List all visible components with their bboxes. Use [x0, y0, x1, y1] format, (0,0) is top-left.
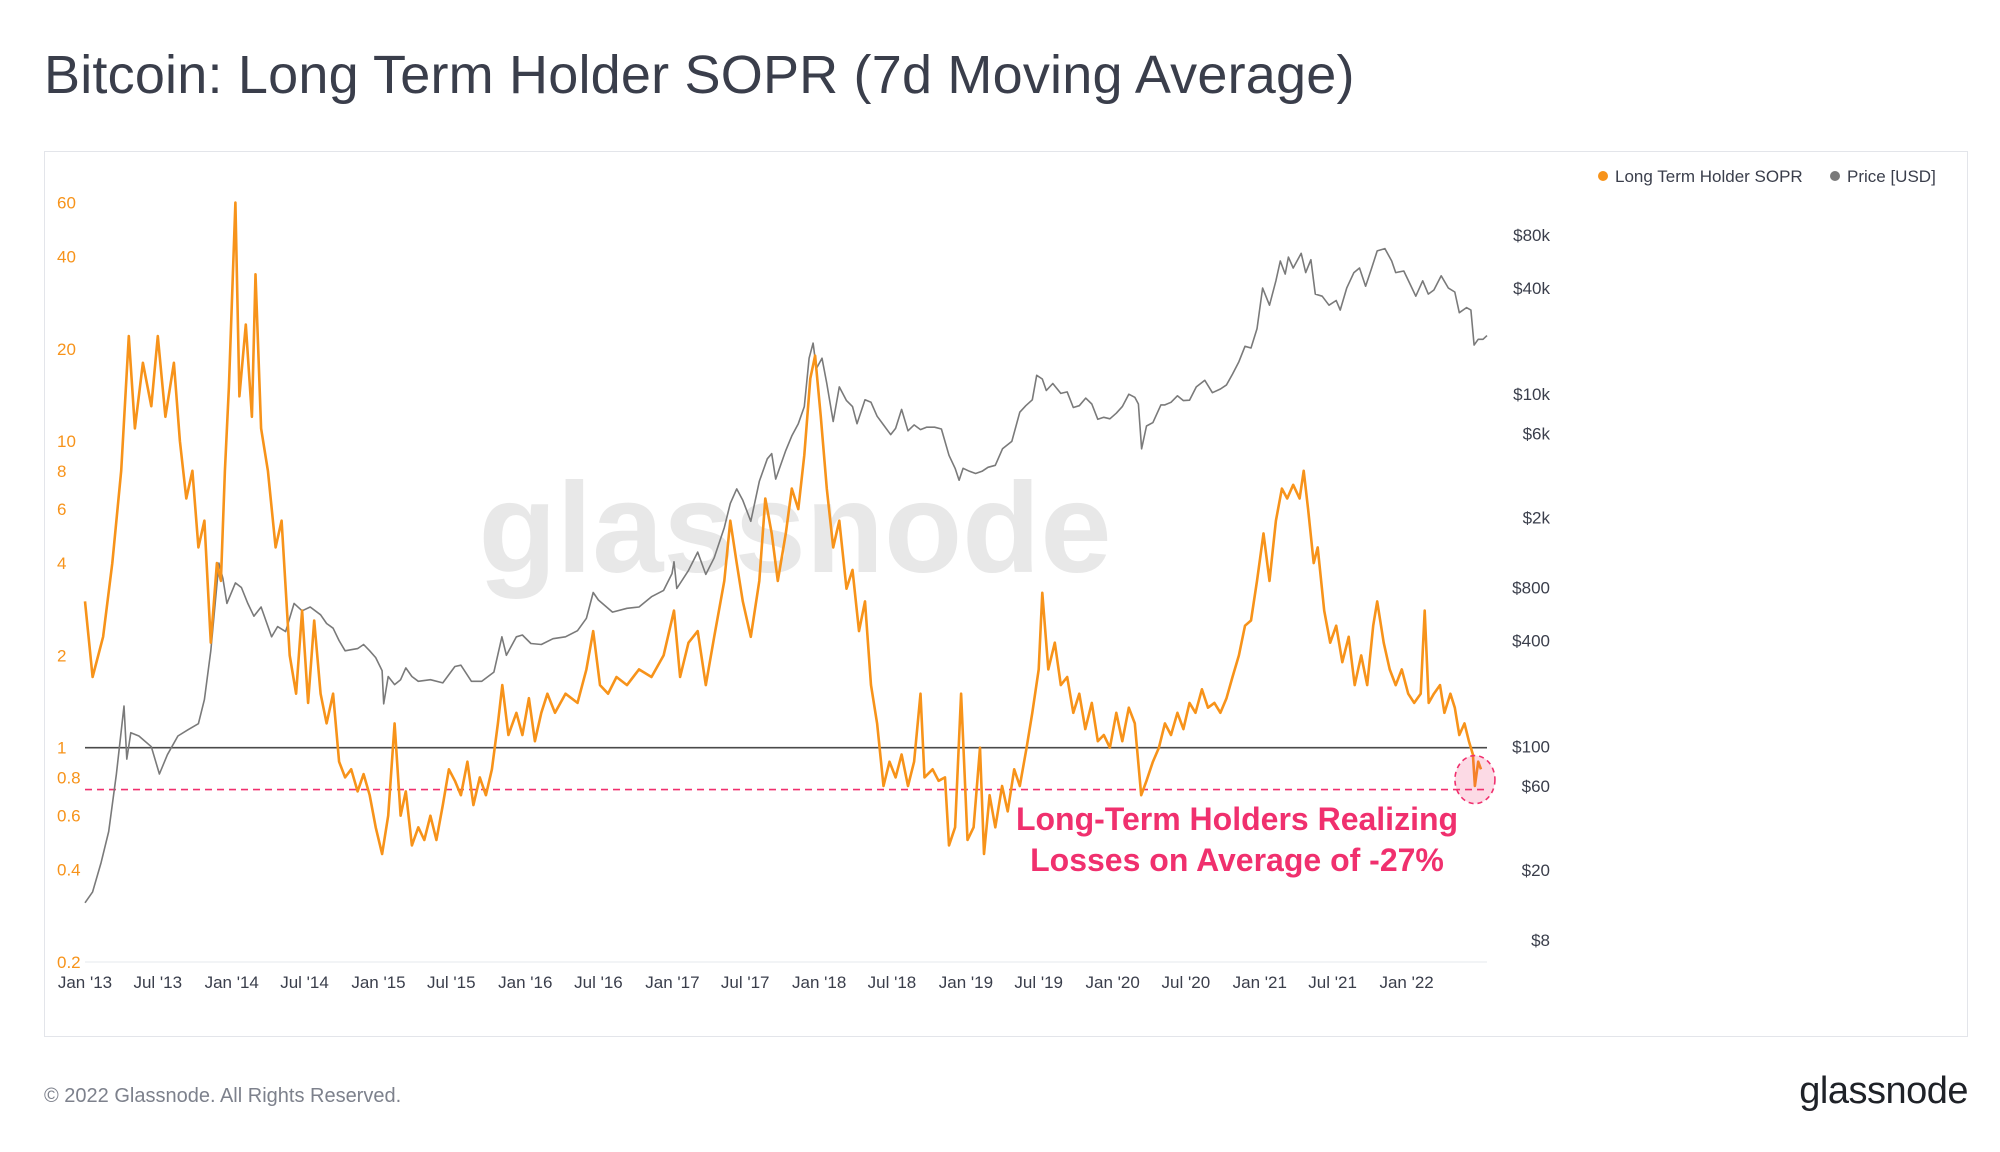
y-right-tick-label: $8: [1531, 931, 1550, 950]
y-right-tick-label: $400: [1512, 632, 1550, 651]
copyright-text: © 2022 Glassnode. All Rights Reserved.: [44, 1085, 402, 1107]
y-right-tick-label: $10k: [1513, 385, 1550, 404]
watermark-text: glassnode: [478, 457, 1111, 600]
y-left-tick-label: 0.2: [57, 953, 81, 972]
annotation-text-line: Long-Term Holders Realizing: [1016, 801, 1458, 837]
y-right-tick-label: $60: [1522, 777, 1550, 796]
x-tick-label: Jul '21: [1308, 973, 1357, 992]
legend-label: Price [USD]: [1847, 167, 1936, 186]
x-tick-label: Jul '13: [133, 973, 182, 992]
x-tick-label: Jan '16: [498, 973, 552, 992]
y-right-tick-label: $20: [1522, 861, 1550, 880]
y-left-tick-label: 2: [57, 646, 66, 665]
y-right-tick-label: $6k: [1523, 424, 1551, 443]
chart: glassnode Long-Term Holders Realizing Los…: [57, 167, 1936, 992]
y-right-tick-label: $40k: [1513, 279, 1550, 298]
x-tick-label: Jul '16: [574, 973, 623, 992]
x-tick-label: Jan '22: [1379, 973, 1433, 992]
annotation-highlight-circle: [1454, 754, 1496, 805]
y-right-tick-label: $100: [1512, 738, 1550, 757]
x-tick-label: Jul '17: [721, 973, 770, 992]
glassnode-logo: glassnode: [1799, 1070, 1968, 1112]
y-left-tick-label: 0.8: [57, 768, 81, 787]
y-left-tick-label: 10: [57, 432, 76, 451]
y-right-tick-label: $80k: [1513, 226, 1550, 245]
y-right-tick-label: $800: [1512, 579, 1550, 598]
y-left-tick-label: 20: [57, 340, 76, 359]
x-tick-label: Jul '14: [280, 973, 329, 992]
y-left-tick-label: 60: [57, 194, 76, 213]
y-right-tick-label: $2k: [1523, 508, 1551, 527]
y-left-tick-label: 40: [57, 248, 76, 267]
page-title: Bitcoin: Long Term Holder SOPR (7d Movin…: [44, 45, 1355, 105]
x-tick-label: Jan '13: [58, 973, 112, 992]
x-tick-label: Jan '14: [205, 973, 259, 992]
price-series-line: [84, 247, 1488, 904]
x-tick-label: Jan '19: [939, 973, 993, 992]
x-tick-label: Jan '15: [351, 973, 405, 992]
legend-marker: [1830, 171, 1840, 181]
x-tick-label: Jul '19: [1014, 973, 1063, 992]
x-tick-label: Jan '18: [792, 973, 846, 992]
x-tick-label: Jul '20: [1162, 973, 1211, 992]
annotation-text-line: Losses on Average of -27%: [1030, 842, 1444, 878]
y-left-tick-label: 0.6: [57, 807, 81, 826]
x-tick-label: Jan '20: [1086, 973, 1140, 992]
chart-panel: glassnode Long-Term Holders Realizing Los…: [44, 151, 1968, 1037]
y-left-tick-label: 1: [57, 739, 66, 758]
x-tick-label: Jan '21: [1233, 973, 1287, 992]
sopr-series-line: [83, 201, 1483, 856]
x-tick-label: Jul '18: [868, 973, 917, 992]
y-left-tick-label: 0.4: [57, 861, 81, 880]
y-left-tick-label: 8: [57, 462, 66, 481]
y-left-tick-label: 6: [57, 500, 66, 519]
legend-label: Long Term Holder SOPR: [1615, 167, 1803, 186]
x-tick-label: Jul '15: [427, 973, 476, 992]
x-tick-label: Jan '17: [645, 973, 699, 992]
y-left-tick-label: 4: [57, 554, 66, 573]
legend-marker: [1598, 171, 1608, 181]
